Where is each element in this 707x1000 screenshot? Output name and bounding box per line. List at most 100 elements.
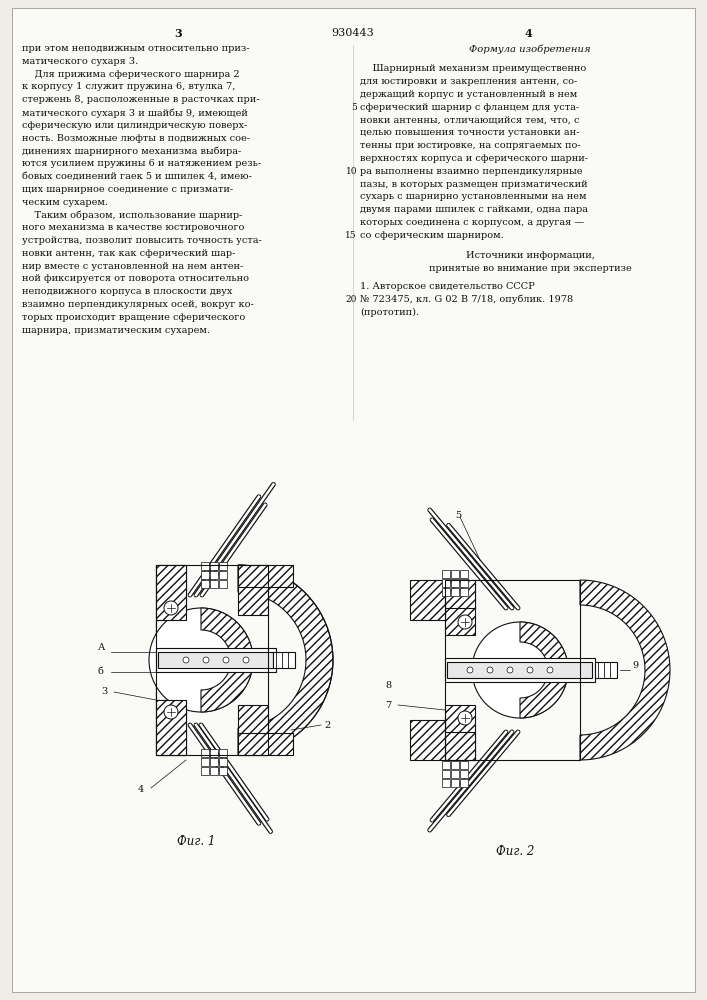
Circle shape — [149, 608, 253, 712]
Circle shape — [164, 705, 178, 719]
Bar — [410, 720, 445, 760]
Text: бовых соединений гаек 5 и шпилек 4, имею-: бовых соединений гаек 5 и шпилек 4, имею… — [22, 172, 252, 181]
Polygon shape — [520, 670, 568, 718]
Text: 1. Авторское свидетельство СССР: 1. Авторское свидетельство СССР — [360, 282, 534, 291]
Bar — [442, 770, 450, 778]
Circle shape — [467, 667, 473, 673]
Bar — [410, 580, 445, 620]
Circle shape — [203, 657, 209, 663]
Bar — [460, 588, 468, 596]
Text: матического сухаря 3.: матического сухаря 3. — [22, 57, 139, 66]
Bar — [158, 652, 273, 668]
Text: 5: 5 — [351, 103, 357, 112]
Text: 4: 4 — [524, 28, 532, 39]
Polygon shape — [238, 565, 333, 755]
Text: стержень 8, расположенные в расточках при-: стержень 8, расположенные в расточках пр… — [22, 95, 259, 104]
Bar — [238, 705, 268, 755]
Bar — [238, 565, 268, 615]
Circle shape — [547, 667, 553, 673]
Bar — [273, 652, 295, 668]
Bar — [156, 565, 186, 620]
Text: верхностях корпуса и сферического шарни-: верхностях корпуса и сферического шарни- — [360, 154, 588, 163]
Bar — [219, 580, 227, 588]
Bar — [210, 571, 218, 579]
Circle shape — [223, 657, 229, 663]
Circle shape — [183, 657, 189, 663]
Text: тенны при юстировке, на сопрягаемых по-: тенны при юстировке, на сопрягаемых по- — [360, 141, 580, 150]
Text: ются усилием пружины 6 и натяжением резь-: ются усилием пружины 6 и натяжением резь… — [22, 159, 261, 168]
Text: Таким образом, использование шарнир-: Таким образом, использование шарнир- — [22, 210, 243, 220]
Text: при этом неподвижным относительно приз-: при этом неподвижным относительно приз- — [22, 44, 250, 53]
Circle shape — [458, 615, 472, 629]
Text: 930443: 930443 — [332, 28, 375, 38]
Text: шарнира, призматическим сухарем.: шарнира, призматическим сухарем. — [22, 326, 210, 335]
Bar — [210, 562, 218, 570]
Bar — [460, 570, 468, 578]
Text: пазы, в которых размещен призматический: пазы, в которых размещен призматический — [360, 180, 588, 189]
Bar — [451, 579, 459, 587]
Bar — [219, 758, 227, 766]
Text: 3: 3 — [101, 688, 107, 696]
Text: торых происходит вращение сферического: торых происходит вращение сферического — [22, 313, 245, 322]
Text: Шарнирный механизм преимущественно: Шарнирный механизм преимущественно — [360, 64, 586, 73]
Text: динениях шарнирного механизма выбира-: динениях шарнирного механизма выбира- — [22, 146, 241, 156]
Bar — [447, 662, 592, 678]
Bar — [156, 565, 186, 755]
Text: б: б — [98, 668, 104, 676]
Text: 5: 5 — [455, 510, 461, 520]
Bar — [219, 749, 227, 757]
Text: взаимно перпендикулярных осей, вокруг ко-: взаимно перпендикулярных осей, вокруг ко… — [22, 300, 254, 309]
Text: принятые во внимание при экспертизе: принятые во внимание при экспертизе — [428, 264, 631, 273]
Bar — [238, 565, 293, 587]
Text: ность. Возможные люфты в подвижных сое-: ность. Возможные люфты в подвижных сое- — [22, 134, 250, 143]
Text: к корпусу 1 служит пружина 6, втулка 7,: к корпусу 1 служит пружина 6, втулка 7, — [22, 82, 235, 91]
Circle shape — [164, 601, 178, 615]
Bar — [445, 658, 595, 682]
Bar — [460, 761, 468, 769]
Bar — [201, 758, 209, 766]
Bar — [156, 648, 276, 672]
Bar — [451, 770, 459, 778]
Bar — [210, 758, 218, 766]
Text: со сферическим шарниром.: со сферическим шарниром. — [360, 231, 504, 240]
Text: ной фиксируется от поворота относительно: ной фиксируется от поворота относительно — [22, 274, 249, 283]
Text: ческим сухарем.: ческим сухарем. — [22, 198, 108, 207]
Circle shape — [527, 667, 533, 673]
Text: целью повышения точности установки ан-: целью повышения точности установки ан- — [360, 128, 579, 137]
Bar — [460, 579, 468, 587]
Text: 9: 9 — [632, 660, 638, 670]
Text: нир вместе с установленной на нем антен-: нир вместе с установленной на нем антен- — [22, 262, 243, 271]
Circle shape — [472, 622, 568, 718]
Circle shape — [487, 667, 493, 673]
Text: 20: 20 — [346, 295, 357, 304]
Bar — [201, 767, 209, 775]
Bar — [445, 580, 475, 635]
Text: А: А — [98, 644, 105, 652]
Text: 2: 2 — [324, 720, 330, 730]
Bar — [445, 580, 475, 608]
Bar — [210, 580, 218, 588]
Circle shape — [243, 657, 249, 663]
Text: держащий корпус и установленный в нем: держащий корпус и установленный в нем — [360, 90, 577, 99]
Text: 15: 15 — [346, 231, 357, 240]
Text: новки антенн, так как сферический шар-: новки антенн, так как сферический шар- — [22, 249, 235, 258]
Text: Формула изобретения: Формула изобретения — [469, 44, 591, 53]
Bar — [156, 700, 186, 755]
Bar — [201, 562, 209, 570]
Bar — [219, 571, 227, 579]
Bar — [210, 749, 218, 757]
Bar — [442, 570, 450, 578]
Text: 10: 10 — [346, 167, 357, 176]
Bar — [451, 588, 459, 596]
Bar — [442, 579, 450, 587]
Text: двумя парами шпилек с гайками, одна пара: двумя парами шпилек с гайками, одна пара — [360, 205, 588, 214]
Text: (прототип).: (прототип). — [360, 308, 419, 317]
Text: ного механизма в качестве юстировочного: ного механизма в качестве юстировочного — [22, 223, 245, 232]
Bar — [445, 732, 475, 760]
Text: устройства, позволит повысить точность уста-: устройства, позволит повысить точность у… — [22, 236, 262, 245]
Text: сухарь с шарнирно установленными на нем: сухарь с шарнирно установленными на нем — [360, 192, 587, 201]
Bar — [219, 767, 227, 775]
Text: ра выполнены взаимно перпендикулярные: ра выполнены взаимно перпендикулярные — [360, 167, 583, 176]
Bar — [451, 779, 459, 787]
Text: неподвижного корпуса в плоскости двух: неподвижного корпуса в плоскости двух — [22, 287, 233, 296]
